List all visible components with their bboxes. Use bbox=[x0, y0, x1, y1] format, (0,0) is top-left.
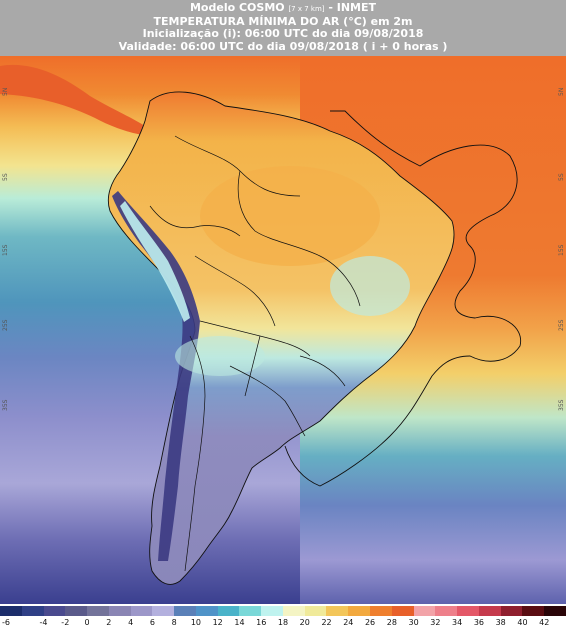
colorbar-tick-label: 38 bbox=[495, 618, 506, 627]
title-line-variable: TEMPERATURA MÍNIMA DO AR (°C) em 2m bbox=[153, 14, 413, 28]
left-lat-label-5: 35S bbox=[2, 399, 9, 411]
colorbar-tick-label: 6 bbox=[149, 618, 155, 627]
colorbar-tick-label: 34 bbox=[452, 618, 463, 627]
colorbar-tick-label: 2 bbox=[106, 618, 112, 627]
colorbar-swatch bbox=[130, 606, 153, 616]
left-lat-label-2: 5S bbox=[2, 173, 9, 181]
colorbar-swatch bbox=[435, 606, 458, 616]
colorbar-tick-label: 22 bbox=[321, 618, 332, 627]
colorbar-swatch bbox=[43, 606, 66, 616]
colorbar-swatch bbox=[370, 606, 392, 616]
colorbar-swatch bbox=[108, 606, 131, 616]
colorbar-swatch bbox=[544, 606, 566, 616]
colorbar-tick-label: -4 bbox=[39, 618, 48, 627]
colorbar-ticks: -6 -4 -2 0 2 4 6 8 10 12 14 16 18 20 22 24 26 28 30 32 34 36 3… bbox=[0, 618, 566, 628]
colorbar-tick-label: 16 bbox=[256, 618, 267, 627]
colorbar-tick-label: 32 bbox=[430, 618, 441, 627]
andes-foothill-cool bbox=[120, 201, 190, 322]
colorbar-swatch bbox=[195, 606, 218, 616]
colorbar-tick-label: 8 bbox=[171, 618, 177, 627]
temperature-map: 5N 5S 15S 25S 35S 5N 5S 15S 25S 35S bbox=[0, 56, 566, 604]
colorbar-tick-label: 4 bbox=[128, 618, 134, 627]
amazon-warm-region bbox=[200, 166, 380, 266]
colorbar-tick-label: 12 bbox=[212, 618, 223, 627]
title-line-valid: Validade: 06:00 UTC do dia 09/08/2018 ( … bbox=[118, 39, 448, 53]
colorbar-tick-label: 24 bbox=[343, 618, 354, 627]
colorbar-tick-label: 40 bbox=[517, 618, 528, 627]
right-lat-label-1: 5N bbox=[558, 87, 565, 96]
colorbar-tick-label: 26 bbox=[364, 618, 376, 627]
colorbar-swatch bbox=[174, 606, 196, 616]
chaco-cool bbox=[175, 336, 265, 376]
central-america-land bbox=[0, 64, 150, 136]
colorbar-tick-label: 36 bbox=[473, 618, 485, 627]
colorbar-tick-label: -2 bbox=[61, 618, 70, 627]
country-borders bbox=[149, 135, 361, 572]
left-lat-label-3: 15S bbox=[2, 244, 9, 256]
colorbar-tick-label: 10 bbox=[190, 618, 202, 627]
colorbar-swatch bbox=[413, 606, 436, 616]
colorbar-tick-label: 20 bbox=[299, 618, 310, 627]
colorbar-swatch bbox=[21, 606, 44, 616]
colorbar-swatch bbox=[304, 606, 327, 616]
colorbar-tick-label: 42 bbox=[539, 618, 550, 627]
colorbar-swatch bbox=[522, 606, 545, 616]
colorbar-swatch bbox=[239, 606, 262, 616]
right-lat-label-5: 35S bbox=[558, 399, 565, 411]
colorbar-swatch bbox=[261, 606, 283, 616]
colorbar-swatch bbox=[500, 606, 523, 616]
colorbar-swatch bbox=[0, 606, 22, 616]
brazil-plateau-cool bbox=[330, 256, 410, 316]
colorbar-swatch bbox=[391, 606, 414, 616]
left-lat-label-4: 25S bbox=[2, 319, 9, 331]
colorbar-swatch bbox=[152, 606, 175, 616]
temperature-colorbar: -6 -4 -2 0 2 4 6 8 10 12 14 16 18 20 22 24 26 28 30 32 34 36 3… bbox=[0, 604, 566, 628]
title-line-init: Inicialização (i): 06:00 UTC do dia 09/0… bbox=[142, 27, 424, 40]
colorbar-tick-label: 0 bbox=[84, 618, 90, 627]
map-header: Modelo COSMO [7 x 7 km] - INMET TEMPERAT… bbox=[0, 0, 566, 56]
colorbar-swatch bbox=[87, 606, 109, 616]
title-line-model: Modelo COSMO [7 x 7 km] - INMET bbox=[0, 1, 566, 16]
colorbar-swatch bbox=[478, 606, 501, 616]
colorbar-swatch bbox=[282, 606, 305, 616]
right-lat-label-2: 5S bbox=[558, 173, 565, 181]
colorbar-swatch bbox=[348, 606, 371, 616]
colorbar-swatches bbox=[0, 606, 566, 616]
model-name: Modelo COSMO bbox=[189, 1, 289, 14]
model-resolution: [7 x 7 km] bbox=[288, 5, 325, 13]
colorbar-swatch bbox=[65, 606, 88, 616]
colorbar-tick-label: 14 bbox=[234, 618, 245, 627]
map-svg bbox=[0, 56, 566, 604]
right-lat-label-4: 25S bbox=[558, 319, 565, 331]
colorbar-tick-label: -6 bbox=[2, 618, 10, 627]
colorbar-tick-label: 18 bbox=[277, 618, 289, 627]
maritime-boundary bbox=[284, 110, 522, 487]
model-source: - INMET bbox=[324, 1, 377, 14]
colorbar-tick-label: 28 bbox=[386, 618, 397, 627]
colorbar-tick-label: 30 bbox=[408, 618, 419, 627]
colorbar-swatch bbox=[326, 606, 349, 616]
left-lat-label-1: 5N bbox=[2, 87, 9, 96]
colorbar-swatch bbox=[217, 606, 240, 616]
right-lat-label-3: 15S bbox=[558, 244, 565, 256]
colorbar-swatch bbox=[457, 606, 479, 616]
